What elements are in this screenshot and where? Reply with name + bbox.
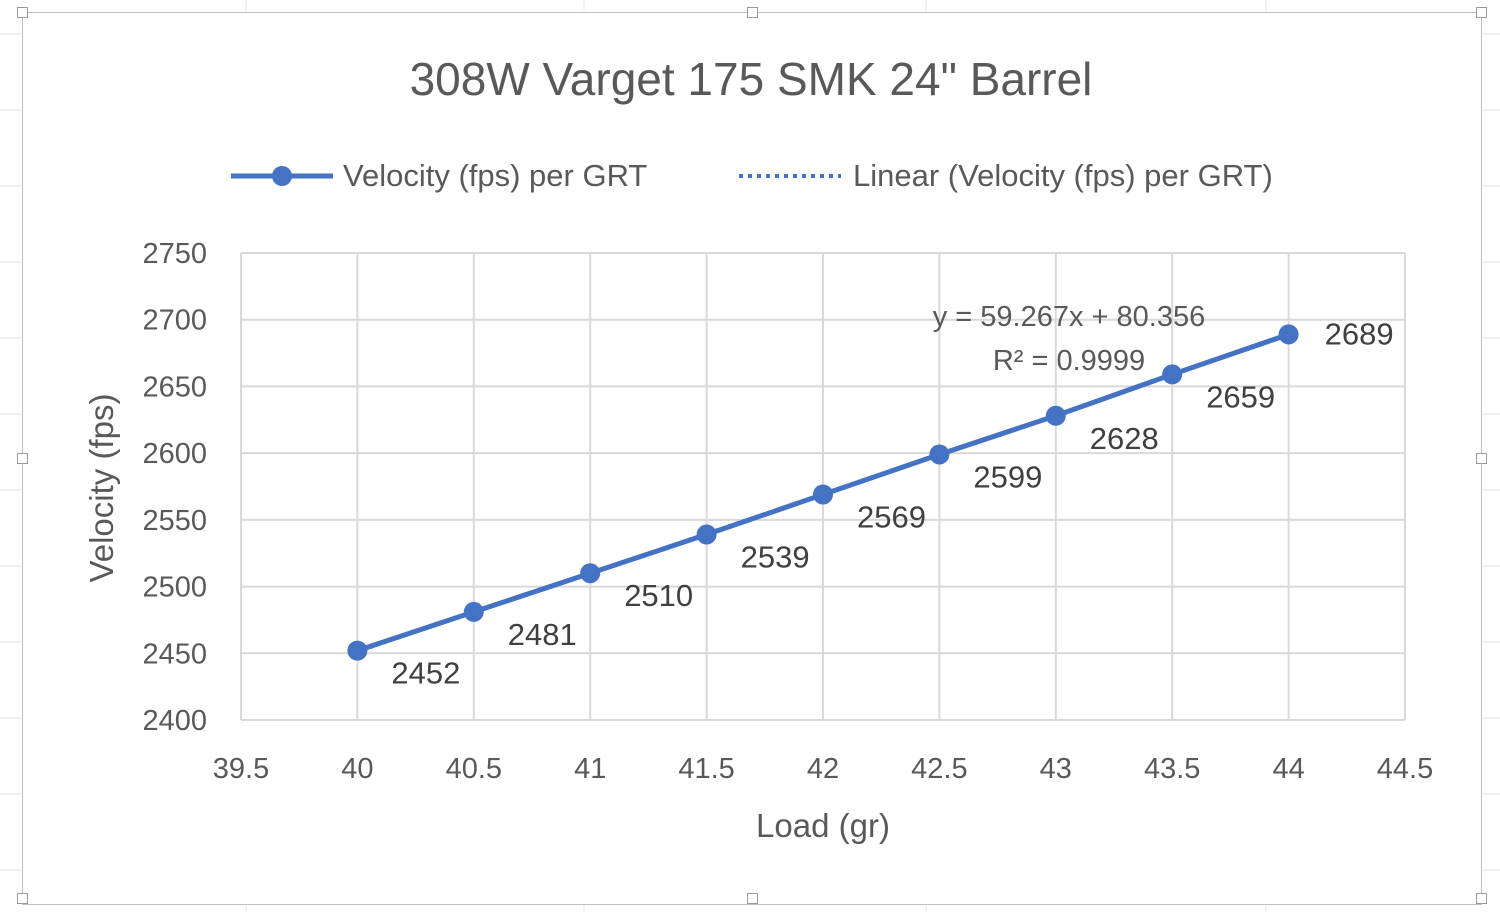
resize-handle-right[interactable] bbox=[1476, 453, 1487, 464]
x-tick-label: 44 bbox=[1272, 753, 1304, 785]
x-tick-label: 42.5 bbox=[911, 753, 967, 785]
y-axis-ticks: 2400 2450 2500 2550 2600 2650 2700 2750 bbox=[142, 238, 207, 737]
data-label: 2628 bbox=[1090, 421, 1159, 456]
x-tick-label: 44.5 bbox=[1377, 753, 1433, 785]
chart-svg: 308W Varget 175 SMK 24" Barrel Velocity … bbox=[83, 53, 1433, 844]
y-tick-label: 2700 bbox=[142, 305, 207, 337]
y-tick-label: 2500 bbox=[142, 572, 207, 604]
data-point[interactable] bbox=[347, 640, 368, 661]
y-tick-label: 2550 bbox=[142, 505, 207, 537]
legend-trendline-label: Linear (Velocity (fps) per GRT) bbox=[853, 158, 1273, 193]
data-label: 2599 bbox=[973, 459, 1042, 494]
resize-handle-top-right[interactable] bbox=[1476, 7, 1487, 18]
resize-handle-bottom-right[interactable] bbox=[1476, 893, 1487, 904]
y-tick-label: 2450 bbox=[142, 638, 207, 670]
legend: Velocity (fps) per GRT Linear (Velocity … bbox=[231, 158, 1273, 193]
data-label: 2569 bbox=[857, 500, 926, 535]
data-label: 2539 bbox=[741, 540, 810, 575]
x-tick-label: 41 bbox=[574, 753, 606, 785]
data-point[interactable] bbox=[463, 601, 484, 622]
x-tick-label: 41.5 bbox=[678, 753, 734, 785]
x-tick-label: 40.5 bbox=[446, 753, 502, 785]
x-axis-title: Load (gr) bbox=[756, 807, 890, 844]
data-label: 2481 bbox=[508, 617, 577, 652]
chart-title: 308W Varget 175 SMK 24" Barrel bbox=[410, 53, 1093, 105]
data-point[interactable] bbox=[696, 524, 717, 545]
data-label: 2452 bbox=[391, 656, 460, 691]
data-point[interactable] bbox=[929, 444, 950, 465]
data-label: 2510 bbox=[624, 578, 693, 613]
legend-entry-series: Velocity (fps) per GRT bbox=[231, 158, 647, 193]
plot-area: 2452 2481 2510 2539 2569 2599 2628 2659 2689 bbox=[347, 316, 1394, 691]
x-axis-ticks: 39.5 40 40.5 41 41.5 42 42.5 43 43.5 44 44.5 bbox=[213, 753, 1433, 785]
data-point[interactable] bbox=[1045, 405, 1066, 426]
resize-handle-bottom-left[interactable] bbox=[17, 893, 28, 904]
legend-series-label: Velocity (fps) per GRT bbox=[343, 158, 647, 193]
resize-handle-top[interactable] bbox=[747, 7, 758, 18]
y-axis-title: Velocity (fps) bbox=[83, 394, 120, 583]
trendline-equation: y = 59.267x + 80.356 R² = 0.9999 bbox=[933, 301, 1206, 377]
trendline-equation-text: y = 59.267x + 80.356 bbox=[933, 301, 1206, 333]
x-tick-label: 40 bbox=[341, 753, 373, 785]
data-point[interactable] bbox=[1162, 364, 1183, 385]
trendline-r-squared-text: R² = 0.9999 bbox=[993, 345, 1145, 377]
x-tick-label: 42 bbox=[807, 753, 839, 785]
legend-series-marker-icon bbox=[272, 166, 292, 186]
resize-handle-left[interactable] bbox=[17, 453, 28, 464]
x-tick-label: 43 bbox=[1040, 753, 1072, 785]
data-point[interactable] bbox=[813, 484, 833, 505]
y-tick-label: 2750 bbox=[142, 238, 207, 270]
plot-gridlines bbox=[240, 252, 1406, 721]
x-tick-label: 43.5 bbox=[1144, 753, 1200, 785]
data-point[interactable] bbox=[1278, 324, 1299, 345]
resize-handle-top-left[interactable] bbox=[17, 7, 28, 18]
legend-entry-trendline: Linear (Velocity (fps) per GRT) bbox=[739, 158, 1273, 193]
chart-object[interactable]: 308W Varget 175 SMK 24" Barrel Velocity … bbox=[17, 7, 1487, 905]
data-label: 2689 bbox=[1325, 316, 1394, 351]
y-tick-label: 2650 bbox=[142, 371, 207, 403]
y-tick-label: 2400 bbox=[142, 705, 207, 737]
y-tick-label: 2600 bbox=[142, 438, 207, 470]
data-point[interactable] bbox=[580, 563, 601, 584]
resize-handle-bottom[interactable] bbox=[747, 893, 758, 904]
data-label: 2659 bbox=[1206, 379, 1275, 414]
x-tick-label: 39.5 bbox=[213, 753, 269, 785]
